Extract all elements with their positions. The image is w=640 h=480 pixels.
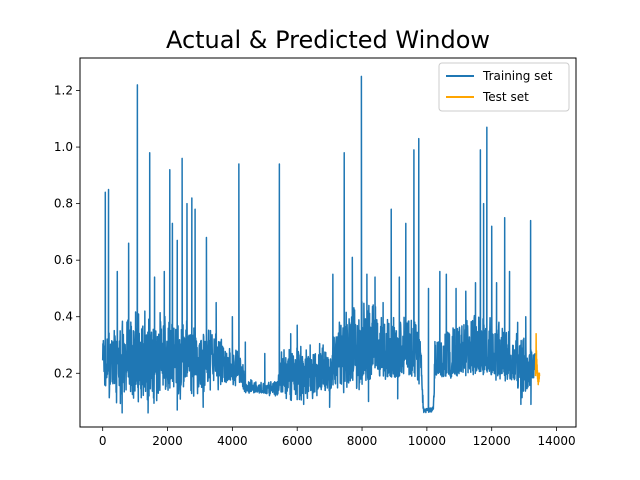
legend-label-test-set: Test set (482, 90, 529, 104)
axes-frame (79, 57, 577, 428)
x-tick-label: 12000 (473, 434, 511, 448)
x-tick-label: 4000 (217, 434, 248, 448)
x-tick-label: 14000 (537, 434, 575, 448)
chart-title: Actual & Predicted Window (166, 26, 490, 54)
series-line-test-set (534, 332, 541, 386)
legend-label-training-set: Training set (482, 69, 553, 83)
y-tick-label: 0.2 (54, 366, 73, 380)
x-tick-label: 10000 (408, 434, 446, 448)
y-tick-label: 0.4 (54, 310, 73, 324)
x-tick-label: 2000 (152, 434, 183, 448)
y-tick-label: 0.6 (54, 253, 73, 267)
x-tick-label: 6000 (282, 434, 313, 448)
plot-area (101, 75, 541, 414)
x-tick-label: 8000 (347, 434, 378, 448)
x-axis: 0 2000 4000 6000 8000 10000 12000 14000 (99, 427, 576, 448)
x-tick-label: 0 (99, 434, 107, 448)
legend: Training set Test set (438, 62, 570, 112)
y-tick-label: 1.0 (54, 140, 73, 154)
y-axis: 0.2 0.4 0.6 0.8 1.0 1.2 (54, 84, 80, 380)
series-line-training-set (101, 75, 537, 414)
y-tick-label: 0.8 (54, 197, 73, 211)
y-tick-label: 1.2 (54, 84, 73, 98)
